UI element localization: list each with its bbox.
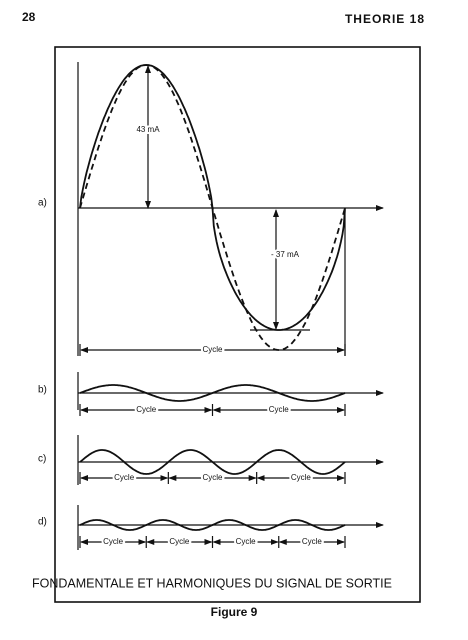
harmonic-wave: [79, 384, 346, 402]
figure-caption: FONDAMENTALE ET HARMONIQUES DU SIGNAL DE…: [32, 576, 392, 590]
cycle-label: Cycle: [114, 473, 135, 482]
cycle-label: Cycle: [169, 537, 190, 546]
panel-label: c): [38, 454, 46, 465]
figure-frame: [54, 46, 421, 603]
page-number: 28: [22, 10, 36, 24]
panel-label: d): [38, 517, 47, 528]
panel-label: b): [38, 385, 47, 396]
cycle-label: Cycle: [202, 473, 223, 482]
distorted-signal: [79, 64, 346, 331]
annotation: 43 mA: [136, 125, 160, 134]
annotation: - 37 mA: [271, 250, 300, 259]
panel-label: a): [38, 198, 47, 209]
cycle-label: Cycle: [291, 473, 312, 482]
section-header: THEORIE 18: [345, 12, 425, 26]
cycle-label: Cycle: [136, 405, 157, 414]
cycle-label: Cycle: [302, 537, 323, 546]
cycle-label: Cycle: [269, 405, 290, 414]
figure-title: Figure 9: [211, 605, 258, 619]
cycle-label: Cycle: [103, 537, 124, 546]
harmonic-wave: [79, 449, 346, 475]
harmonic-wave: [79, 519, 346, 531]
cycle-label: Cycle: [202, 345, 223, 354]
cycle-label: Cycle: [236, 537, 257, 546]
